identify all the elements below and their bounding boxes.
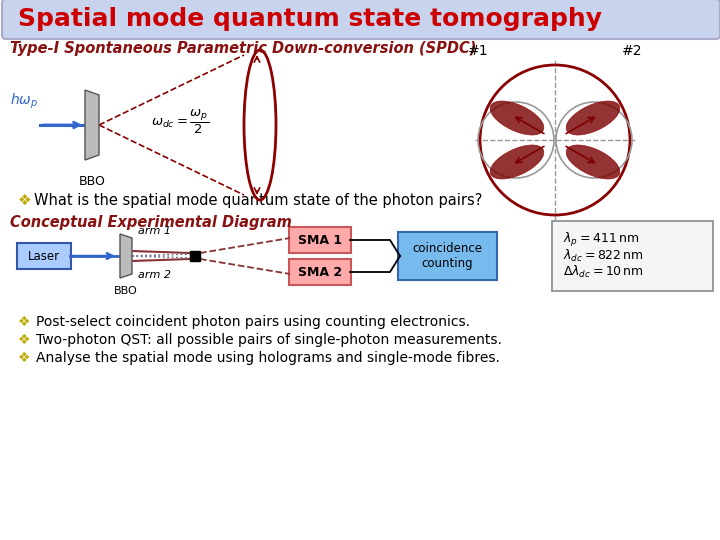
Text: $h\omega_p$: $h\omega_p$ (10, 92, 38, 111)
Text: ❖: ❖ (18, 315, 30, 329)
Text: $\lambda_{dc} = 822\,\mathrm{nm}$: $\lambda_{dc} = 822\,\mathrm{nm}$ (563, 248, 644, 264)
FancyBboxPatch shape (552, 221, 713, 291)
FancyBboxPatch shape (398, 232, 497, 280)
Text: #1: #1 (468, 44, 488, 58)
Text: $\lambda_p = 411\,\mathrm{nm}$: $\lambda_p = 411\,\mathrm{nm}$ (563, 231, 639, 249)
Text: ❖: ❖ (18, 333, 30, 347)
FancyBboxPatch shape (289, 259, 351, 285)
Polygon shape (120, 234, 132, 278)
Text: SMA 1: SMA 1 (298, 233, 342, 246)
FancyBboxPatch shape (2, 0, 720, 39)
Polygon shape (85, 90, 99, 160)
Text: $\Delta\lambda_{dc} = 10\,\mathrm{nm}$: $\Delta\lambda_{dc} = 10\,\mathrm{nm}$ (563, 264, 644, 280)
Text: BBO: BBO (114, 286, 138, 296)
Text: Laser: Laser (28, 249, 60, 262)
Text: What is the spatial mode quantum state of the photon pairs?: What is the spatial mode quantum state o… (34, 192, 482, 207)
FancyBboxPatch shape (289, 227, 351, 253)
Text: Post-select coincident photon pairs using counting electronics.: Post-select coincident photon pairs usin… (36, 315, 470, 329)
Text: Type-I Spontaneous Parametric Down-conversion (SPDC): Type-I Spontaneous Parametric Down-conve… (10, 40, 477, 56)
Text: ❖: ❖ (18, 192, 32, 207)
Ellipse shape (490, 145, 544, 179)
Ellipse shape (490, 101, 544, 135)
Text: arm 1: arm 1 (138, 226, 171, 236)
Text: Spatial mode quantum state tomography: Spatial mode quantum state tomography (18, 7, 602, 31)
Text: ❖: ❖ (18, 351, 30, 365)
Text: arm 2: arm 2 (138, 270, 171, 280)
Text: Two-photon QST: all possible pairs of single-photon measurements.: Two-photon QST: all possible pairs of si… (36, 333, 502, 347)
Bar (190, 251, 200, 261)
Text: SMA 2: SMA 2 (298, 266, 342, 279)
Ellipse shape (566, 145, 620, 179)
FancyBboxPatch shape (17, 243, 71, 269)
Text: Conceptual Experimental Diagram: Conceptual Experimental Diagram (10, 214, 292, 230)
Ellipse shape (566, 101, 620, 135)
Text: $\omega_{dc}=\dfrac{\omega_p}{2}$: $\omega_{dc}=\dfrac{\omega_p}{2}$ (151, 108, 209, 136)
Text: coincidence
counting: coincidence counting (412, 242, 482, 270)
Text: BBO: BBO (78, 175, 105, 188)
Text: Analyse the spatial mode using holograms and single-mode fibres.: Analyse the spatial mode using holograms… (36, 351, 500, 365)
Text: #2: #2 (622, 44, 642, 58)
